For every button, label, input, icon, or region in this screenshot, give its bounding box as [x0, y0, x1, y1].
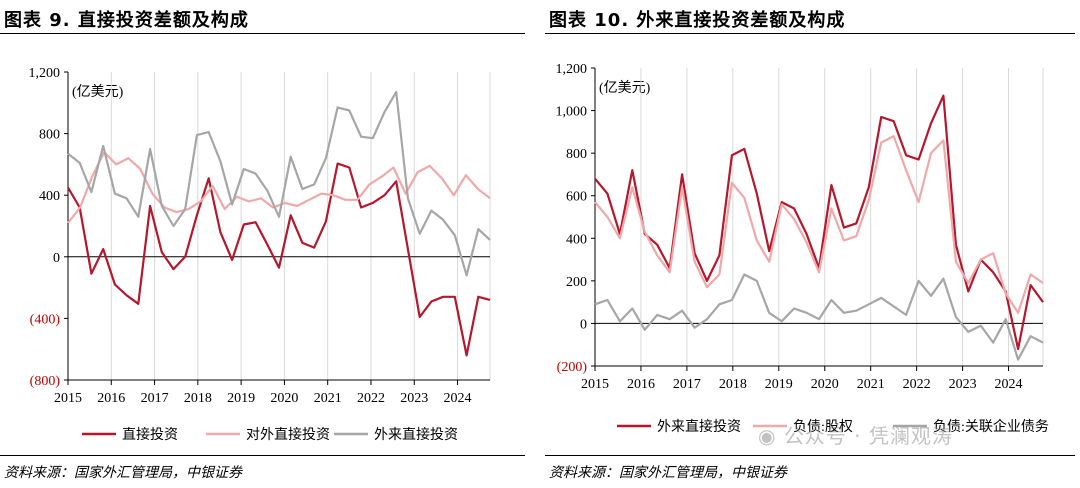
x-tick-label: 2020: [811, 377, 839, 392]
legend-label: 负债:关联企业债务: [933, 418, 1049, 435]
x-tick-label: 2021: [314, 391, 342, 406]
x-tick-label: 2024: [444, 391, 472, 406]
legend-label: 对外直接投资: [246, 426, 330, 443]
legend-label: 外来直接投资: [374, 426, 458, 443]
y-tick-label: 800: [39, 128, 60, 143]
y-tick-label: 1,200: [29, 66, 61, 81]
x-tick-label: 2015: [54, 391, 82, 406]
legend-label: 直接投资: [122, 426, 178, 443]
title-rule: [545, 33, 1075, 34]
x-tick-label: 2023: [400, 391, 428, 406]
y-tick-label: 1,200: [556, 62, 588, 77]
y-tick-label: 0: [580, 317, 587, 332]
title-rule: [0, 33, 525, 34]
x-tick-label: 2018: [184, 391, 212, 406]
source-rule: [545, 455, 1075, 456]
x-tick-label: 2017: [673, 377, 701, 392]
x-tick-label: 2016: [97, 391, 125, 406]
line-chart-inward-investment: (亿美元) 2015 2016 2017 2018 2019 2020 2021 2022 202…: [556, 62, 1049, 435]
source-note: 资料来源：国家外汇管理局，中银证券: [549, 465, 787, 481]
series-line-3: [67, 90, 491, 277]
legend-label: 外来直接投资: [657, 418, 741, 435]
x-tick-label: 2019: [765, 377, 793, 392]
series-line-2: [67, 150, 491, 224]
y-tick-label: (200): [557, 360, 588, 375]
y-tick-label: (800): [30, 374, 61, 389]
x-tick-label: 2016: [627, 377, 655, 392]
y-tick-label: 400: [39, 189, 60, 204]
unit-label: (亿美元): [599, 80, 651, 96]
line-chart-direct-investment: (亿美元) 2015 2016 2017 2018 2019 2020 2021 2022 202…: [29, 66, 491, 443]
x-tick-label: 2020: [270, 391, 298, 406]
y-tick-label: 200: [566, 275, 587, 290]
watermark: ◉ 公众号 · 凭澜观涛: [758, 420, 953, 449]
y-tick-label: 400: [566, 232, 587, 247]
y-tick-label: 800: [566, 147, 587, 162]
y-tick-label: 1,000: [556, 105, 588, 120]
chart-panel-inward-investment: 图表 10. 外来直接投资差额及构成 (亿美元) 2015 2016 2017 2018…: [545, 0, 1075, 488]
x-tick-label: 2023: [949, 377, 977, 392]
x-tick-label: 2021: [857, 377, 885, 392]
y-tick-label: 0: [53, 251, 60, 266]
chart-title: 图表 10. 外来直接投资差额及构成: [549, 10, 846, 31]
watermark-text: 公众号 · 凭澜观涛: [783, 424, 953, 448]
x-tick-label: 2017: [141, 391, 169, 406]
x-tick-label: 2022: [357, 391, 385, 406]
source-rule: [0, 455, 525, 456]
source-note: 资料来源：国家外汇管理局，中银证券: [4, 465, 242, 481]
chart-panel-direct-investment: 图表 9. 直接投资差额及构成 (亿美元) 2015 2016 2017 2018 201…: [0, 0, 525, 488]
y-tick-label: (400): [30, 312, 61, 327]
x-tick-label: 2024: [995, 377, 1023, 392]
legend-label: 负债:股权: [793, 419, 853, 435]
x-tick-label: 2018: [719, 377, 747, 392]
wechat-icon: ◉: [758, 424, 777, 448]
x-tick-label: 2019: [227, 391, 255, 406]
series-line-2: [594, 134, 1044, 314]
unit-label: (亿美元): [72, 84, 124, 100]
chart-title: 图表 9. 直接投资差额及构成: [4, 10, 249, 31]
series-line-1: [67, 162, 491, 357]
x-tick-label: 2015: [581, 377, 609, 392]
y-tick-label: 600: [566, 190, 587, 205]
series-line-3: [594, 273, 1044, 361]
series-line-1: [594, 94, 1044, 351]
x-tick-label: 2022: [903, 377, 931, 392]
